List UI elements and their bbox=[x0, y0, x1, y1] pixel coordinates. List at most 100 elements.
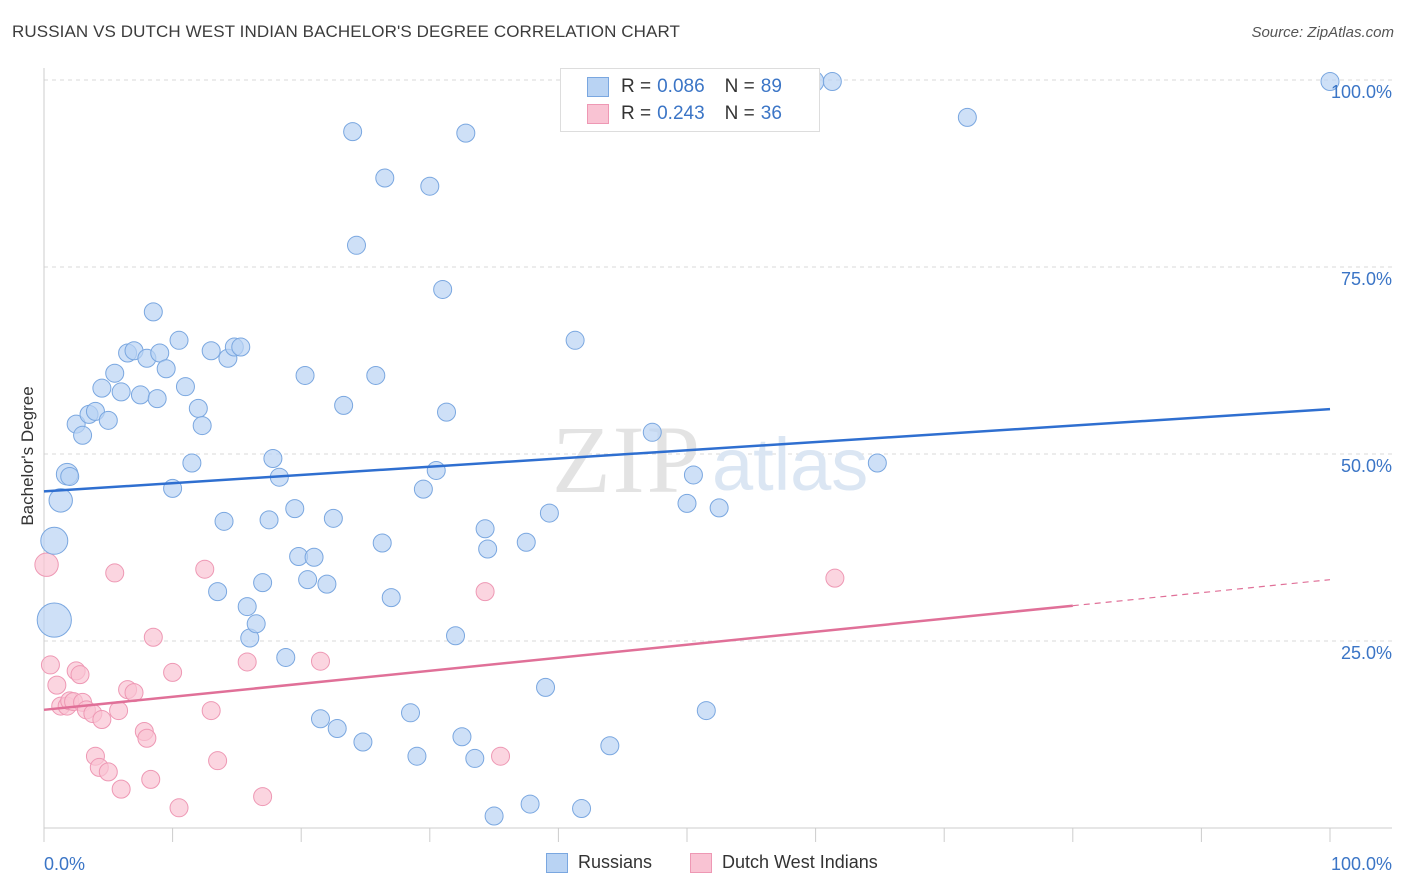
axes bbox=[43, 68, 1392, 842]
data-point bbox=[143, 302, 163, 322]
data-point bbox=[334, 395, 354, 415]
data-point bbox=[182, 453, 202, 473]
data-point bbox=[214, 511, 234, 531]
grid-lines bbox=[44, 79, 1392, 642]
data-point bbox=[237, 597, 257, 617]
data-point bbox=[47, 675, 67, 695]
data-point bbox=[642, 422, 662, 442]
y-tick-label: 25.0% bbox=[1341, 643, 1392, 663]
data-point bbox=[475, 582, 495, 602]
legend-swatch-russians bbox=[546, 852, 568, 873]
data-point bbox=[491, 746, 511, 766]
data-point bbox=[696, 701, 716, 721]
data-point bbox=[375, 168, 395, 188]
data-point bbox=[420, 176, 440, 196]
data-point bbox=[105, 563, 125, 583]
data-point bbox=[111, 779, 131, 799]
data-point bbox=[111, 382, 131, 402]
data-point bbox=[433, 279, 453, 299]
bottom-legend-dutch: Dutch West Indians bbox=[690, 852, 878, 873]
data-point bbox=[208, 582, 228, 602]
data-point bbox=[304, 547, 324, 567]
data-point bbox=[253, 573, 273, 593]
data-point bbox=[323, 508, 343, 528]
data-point bbox=[109, 701, 129, 721]
watermark-zip: ZIP bbox=[552, 406, 702, 513]
x-tick-label: 0.0% bbox=[44, 854, 85, 874]
tick-labels: 25.0% 50.0% 75.0% 100.0% 0.0% 100.0% bbox=[44, 82, 1392, 874]
data-point bbox=[683, 465, 703, 485]
data-point bbox=[276, 647, 296, 667]
data-point bbox=[105, 363, 125, 383]
x-tick-label: 100.0% bbox=[1331, 854, 1392, 874]
data-point bbox=[446, 626, 466, 646]
data-point bbox=[600, 736, 620, 756]
data-point bbox=[346, 235, 366, 255]
data-point bbox=[92, 710, 112, 730]
data-point bbox=[372, 533, 392, 553]
data-point bbox=[536, 677, 556, 697]
data-point bbox=[175, 377, 195, 397]
legend-label-russians: Russians bbox=[578, 852, 653, 872]
data-point bbox=[60, 466, 80, 486]
data-point bbox=[73, 425, 93, 445]
data-point bbox=[565, 330, 585, 350]
data-point bbox=[36, 602, 72, 638]
chart-title: RUSSIAN VS DUTCH WEST INDIAN BACHELOR'S … bbox=[12, 22, 681, 41]
data-point bbox=[572, 799, 592, 819]
data-point bbox=[163, 662, 183, 682]
data-point bbox=[201, 341, 221, 361]
data-point bbox=[195, 559, 215, 579]
data-point bbox=[709, 498, 729, 518]
data-point bbox=[484, 806, 504, 826]
data-point bbox=[147, 389, 167, 409]
data-point bbox=[401, 703, 421, 723]
data-point bbox=[98, 762, 118, 782]
data-point bbox=[48, 488, 73, 513]
data-point bbox=[295, 365, 315, 385]
trend-line-solid bbox=[43, 604, 1073, 712]
data-point bbox=[825, 568, 845, 588]
data-point bbox=[310, 709, 330, 729]
legend-row-russians: R = 0.086 N = 89 bbox=[587, 75, 782, 99]
legend-n-value: 89 bbox=[760, 76, 782, 97]
trend-line-solid bbox=[43, 407, 1331, 493]
data-point bbox=[465, 748, 485, 768]
data-point bbox=[456, 123, 476, 143]
data-point bbox=[259, 510, 279, 530]
data-point bbox=[130, 385, 150, 405]
data-point bbox=[169, 798, 189, 818]
legend-r-value: 0.243 bbox=[657, 103, 705, 124]
data-point bbox=[143, 627, 163, 647]
legend-r-label: R = bbox=[621, 76, 652, 97]
data-point bbox=[310, 651, 330, 671]
data-point bbox=[285, 499, 305, 519]
data-point bbox=[298, 570, 318, 590]
legend-swatch-dutch bbox=[690, 852, 712, 873]
data-point bbox=[137, 728, 157, 748]
data-point bbox=[246, 614, 266, 634]
data-point bbox=[40, 655, 60, 675]
data-point bbox=[98, 410, 118, 430]
data-point bbox=[822, 71, 842, 91]
legend-n-value: 36 bbox=[760, 103, 782, 124]
data-point bbox=[327, 719, 347, 739]
data-point bbox=[34, 552, 59, 577]
bottom-legend-russians: Russians bbox=[546, 852, 652, 873]
data-point bbox=[253, 787, 273, 807]
y-axis-label: Bachelor's Degree bbox=[18, 386, 37, 526]
legend-n-label: N = bbox=[724, 103, 755, 124]
y-tick-label: 100.0% bbox=[1331, 82, 1392, 102]
data-point bbox=[381, 588, 401, 608]
data-point bbox=[192, 416, 212, 436]
watermark-atlas: atlas bbox=[712, 423, 868, 506]
legend-n-label: N = bbox=[724, 76, 755, 97]
data-point bbox=[452, 727, 472, 747]
data-point bbox=[426, 460, 446, 480]
data-point bbox=[231, 337, 251, 357]
data-point bbox=[407, 746, 427, 766]
data-point bbox=[366, 365, 386, 385]
data-point bbox=[208, 751, 228, 771]
data-point bbox=[169, 330, 189, 350]
